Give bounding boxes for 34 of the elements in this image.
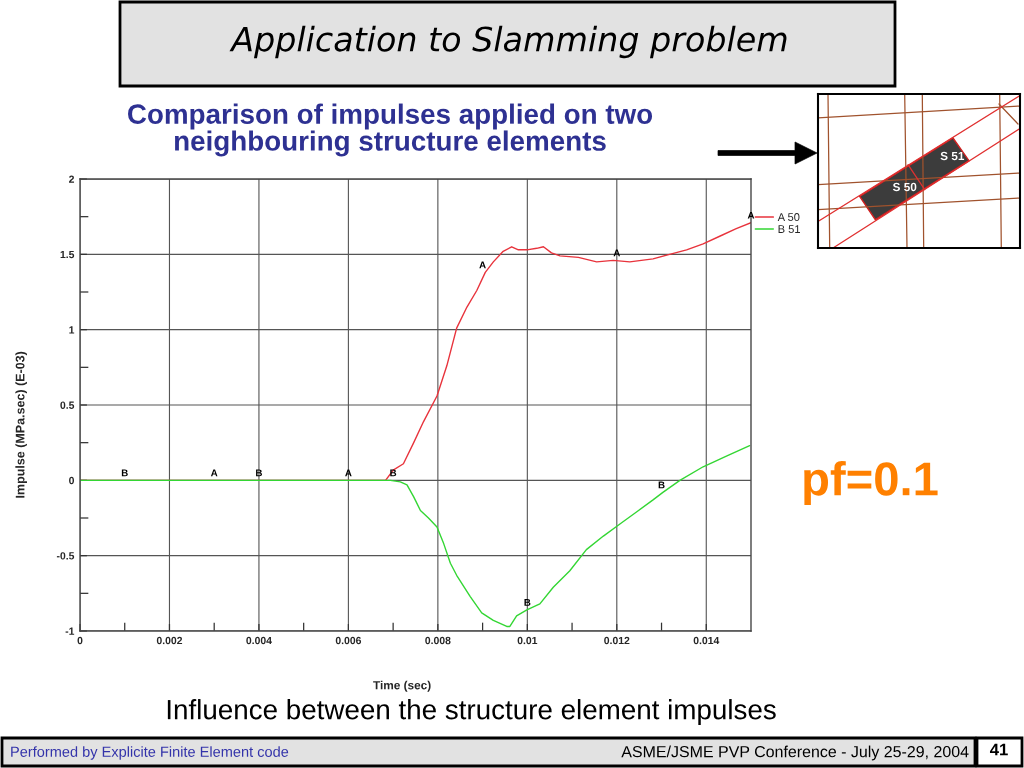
x-tick-label: 0: [77, 636, 83, 645]
x-tick-label: 0.002: [156, 636, 183, 645]
text: S 50: [892, 182, 917, 192]
text: S 51: [940, 151, 965, 161]
y-tick-label: 1: [69, 326, 75, 334]
text: ASME/JSME PVP Conference - July 25-29, 2004: [621, 745, 969, 761]
text: Performed by Explicite Finite Element code: [11, 746, 289, 760]
annotation: A: [210, 469, 218, 477]
x-tick-label: 0.014: [693, 636, 720, 645]
text: pf=0.1: [804, 460, 938, 506]
x-tick-label: 0.012: [604, 636, 630, 645]
legend-label: A 50: [777, 213, 800, 221]
y-tick-label: 1.5: [60, 250, 75, 259]
chart-title: Application to Slamming problem: [229, 25, 787, 59]
y-tick-label: -0.5: [56, 552, 75, 560]
annotation: A: [479, 261, 486, 269]
x-tick-label: 0.004: [246, 636, 272, 645]
annotation: B: [658, 481, 665, 489]
x-tick-label: 0.01: [517, 636, 538, 645]
x-tick-label: 0.006: [335, 636, 362, 645]
y-tick-label: 2: [69, 175, 75, 183]
y-tick-label: -1: [65, 627, 75, 635]
annotation: B: [121, 469, 128, 477]
annotation: B: [256, 469, 262, 477]
y-tick-label: 0.5: [60, 401, 75, 409]
text: Influence between the structure element impulses: [167, 699, 776, 725]
y-axis-title: Impulse (MPa.sec) (E-03): [15, 351, 27, 498]
x-axis-title: Time (sec): [373, 680, 431, 692]
text: 41: [989, 743, 1008, 756]
y-tick-label: 0: [69, 476, 75, 485]
x-tick-label: 0.008: [425, 636, 451, 645]
legend-label: B 51: [778, 225, 800, 234]
chart-subtitle: Comparison of impulses applied on two neighbouring structure elements: [128, 103, 653, 157]
annotation: A: [747, 211, 755, 219]
